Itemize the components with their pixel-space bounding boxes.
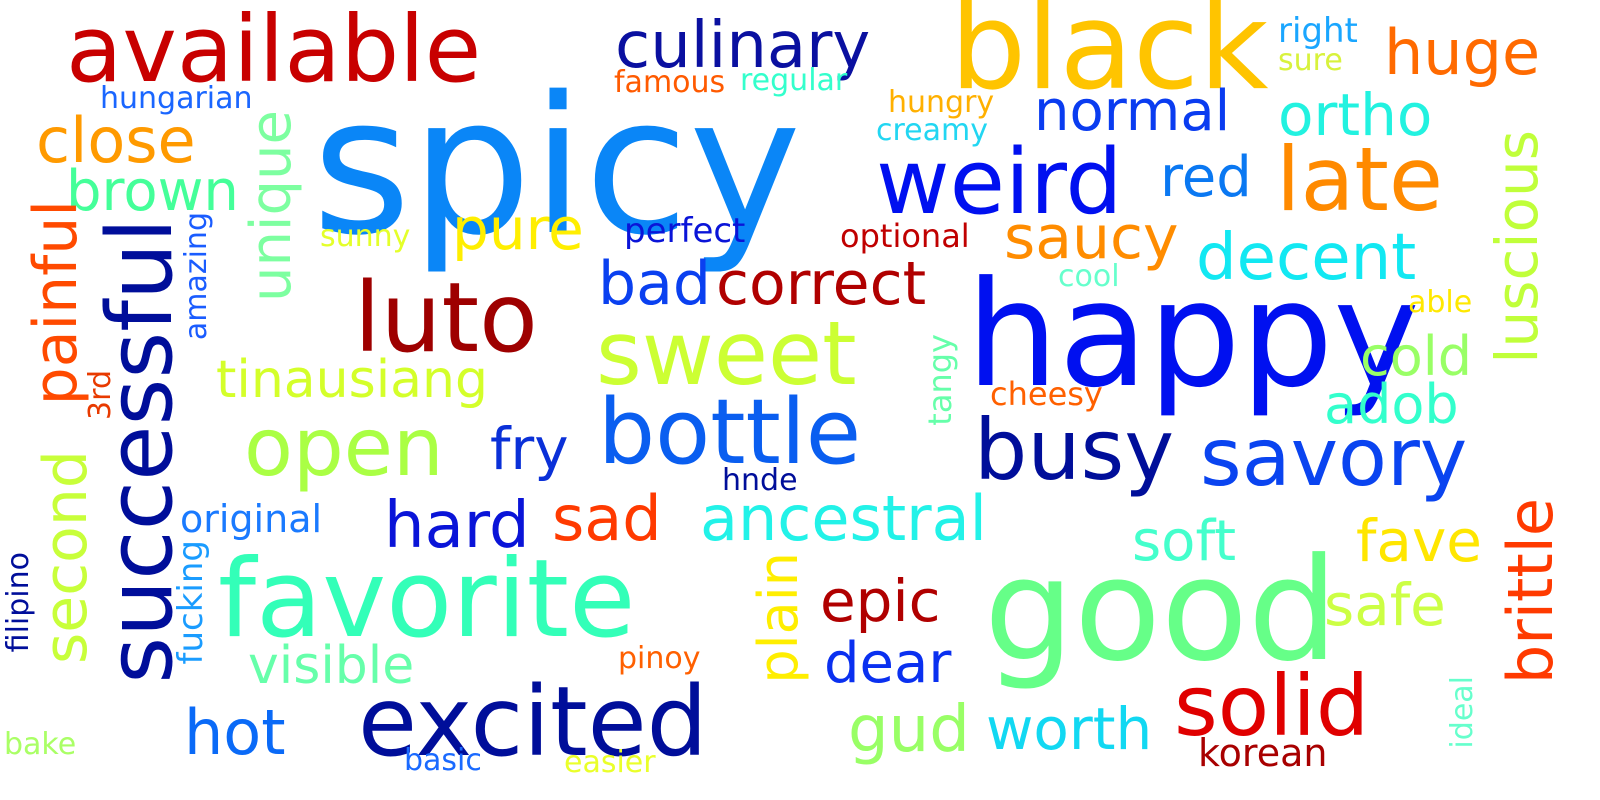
word-bake: bake <box>4 727 77 762</box>
word-hot: hot <box>184 696 286 769</box>
word-famous: famous <box>614 65 726 100</box>
word-amazing: amazing <box>179 212 214 341</box>
word-perfect: perfect <box>624 211 746 251</box>
word-open: open <box>244 401 444 494</box>
word-adob: adob <box>1324 373 1459 436</box>
word-visible: visible <box>248 636 415 696</box>
word-favorite: favorite <box>218 537 636 662</box>
word-late: late <box>1276 128 1444 231</box>
word-plain: plain <box>747 552 810 684</box>
word-3rd: 3rd <box>83 370 118 420</box>
word-unique: unique <box>239 110 304 303</box>
word-ideal: ideal <box>1445 676 1480 749</box>
word-tinausiang: tinausiang <box>216 350 488 410</box>
word-regular: regular <box>740 63 848 98</box>
word-ortho: ortho <box>1278 81 1433 149</box>
word-hungarian: hungarian <box>100 81 253 116</box>
word-fave: fave <box>1356 507 1482 575</box>
word-cold: cold <box>1360 325 1473 388</box>
word-filipino: filipino <box>1 552 36 653</box>
word-hard: hard <box>384 489 530 563</box>
word-soft: soft <box>1132 509 1237 574</box>
word-tangy: tangy <box>921 334 959 426</box>
word-sweet: sweet <box>596 302 857 405</box>
word-safe: safe <box>1324 571 1446 639</box>
word-hungry: hungry <box>888 85 995 120</box>
word-luscious: luscious <box>1483 130 1551 364</box>
word-close: close <box>36 104 196 177</box>
word-creamy: creamy <box>876 113 988 148</box>
word-correct: correct <box>716 249 927 319</box>
word-sure: sure <box>1278 43 1343 78</box>
word-pinoy: pinoy <box>618 641 701 676</box>
word-sunny: sunny <box>320 219 411 254</box>
word-excited: excited <box>358 666 708 778</box>
word-happy: happy <box>966 250 1420 420</box>
word-original: original <box>180 497 323 541</box>
word-painful: painful <box>21 200 91 406</box>
word-pure: pure <box>452 195 584 263</box>
word-bottle: bottle <box>598 380 862 485</box>
word-able: able <box>1408 285 1473 320</box>
word-solid: solid <box>1174 657 1370 755</box>
word-ancestral: ancestral <box>700 482 987 555</box>
word-easier: easier <box>564 745 656 780</box>
word-good: good <box>984 528 1339 693</box>
word-basic: basic <box>404 743 482 778</box>
word-black: black <box>950 0 1269 117</box>
word-spicy: spicy <box>312 56 802 277</box>
word-brittle: brittle <box>1494 498 1567 685</box>
word-korean: korean <box>1198 731 1328 775</box>
word-hnde: hnde <box>722 463 798 498</box>
word-second: second <box>31 450 101 664</box>
word-bad: bad <box>598 249 711 319</box>
word-sad: sad <box>552 482 662 555</box>
word-dear: dear <box>824 631 952 696</box>
word-brown: brown <box>66 159 239 224</box>
word-culinary: culinary <box>615 9 871 83</box>
word-right: right <box>1278 11 1358 51</box>
word-normal: normal <box>1034 79 1231 144</box>
word-gud: gud <box>848 693 970 767</box>
word-optional: optional <box>840 217 970 255</box>
word-cool: cool <box>1058 259 1120 294</box>
word-cheesy: cheesy <box>990 375 1103 413</box>
word-worth: worth <box>986 695 1153 763</box>
word-fucking: fucking <box>171 540 211 665</box>
word-savory: savory <box>1200 411 1468 504</box>
word-saucy: saucy <box>1004 203 1179 273</box>
word-red: red <box>1160 145 1252 210</box>
word-busy: busy <box>974 401 1175 499</box>
word-luto: luto <box>354 262 538 374</box>
word-weird: weird <box>876 130 1123 235</box>
word-decent: decent <box>1196 221 1417 295</box>
word-available: available <box>66 0 482 103</box>
word-fry: fry <box>490 415 569 483</box>
word-huge: huge <box>1384 16 1541 89</box>
word-epic: epic <box>820 567 941 635</box>
